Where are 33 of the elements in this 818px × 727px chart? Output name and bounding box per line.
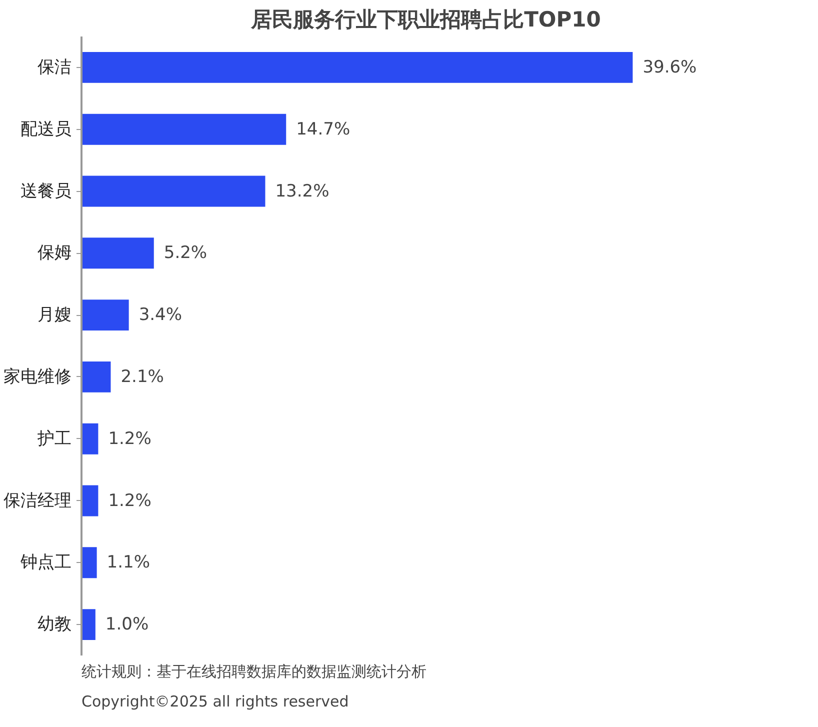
bar	[82, 485, 98, 516]
y-tick-label: 保洁经理	[4, 490, 72, 511]
chart-title: 居民服务行业下职业招聘占比TOP10	[250, 8, 601, 32]
y-tick-label: 护工	[36, 428, 72, 449]
data-label: 2.1%	[120, 366, 164, 387]
data-label: 1.2%	[108, 428, 152, 449]
bar	[82, 423, 98, 454]
bar	[82, 176, 266, 207]
data-label: 1.2%	[108, 490, 152, 511]
y-tick-label: 保洁	[38, 57, 72, 78]
y-tick-label: 幼教	[38, 614, 72, 635]
data-label: 3.4%	[138, 305, 182, 326]
bar	[82, 300, 129, 331]
y-tick-label: 保姆	[38, 243, 72, 264]
data-label: 14.7%	[296, 119, 350, 140]
bar	[82, 52, 633, 83]
data-label: 5.2%	[164, 243, 208, 264]
y-tick-label: 送餐员	[20, 181, 72, 202]
data-label: 13.2%	[275, 181, 330, 202]
bar	[82, 547, 97, 578]
y-tick-label: 钟点工	[20, 552, 72, 573]
y-tick-label: 月嫂	[38, 305, 72, 326]
bar	[82, 609, 96, 640]
y-tick-label: 家电维修	[4, 366, 72, 387]
text: 统计规则：基于在线招聘数据库的数据监测统计分析	[82, 662, 426, 680]
data-label: 1.1%	[106, 552, 150, 573]
y-tick-label: 配送员	[20, 119, 72, 140]
data-label: 1.0%	[105, 614, 149, 635]
text: Copyright©2025 all rights reserved	[82, 692, 349, 710]
bar	[82, 361, 111, 392]
data-label: 39.6%	[642, 57, 697, 78]
bar	[82, 114, 286, 145]
bar	[82, 238, 154, 269]
